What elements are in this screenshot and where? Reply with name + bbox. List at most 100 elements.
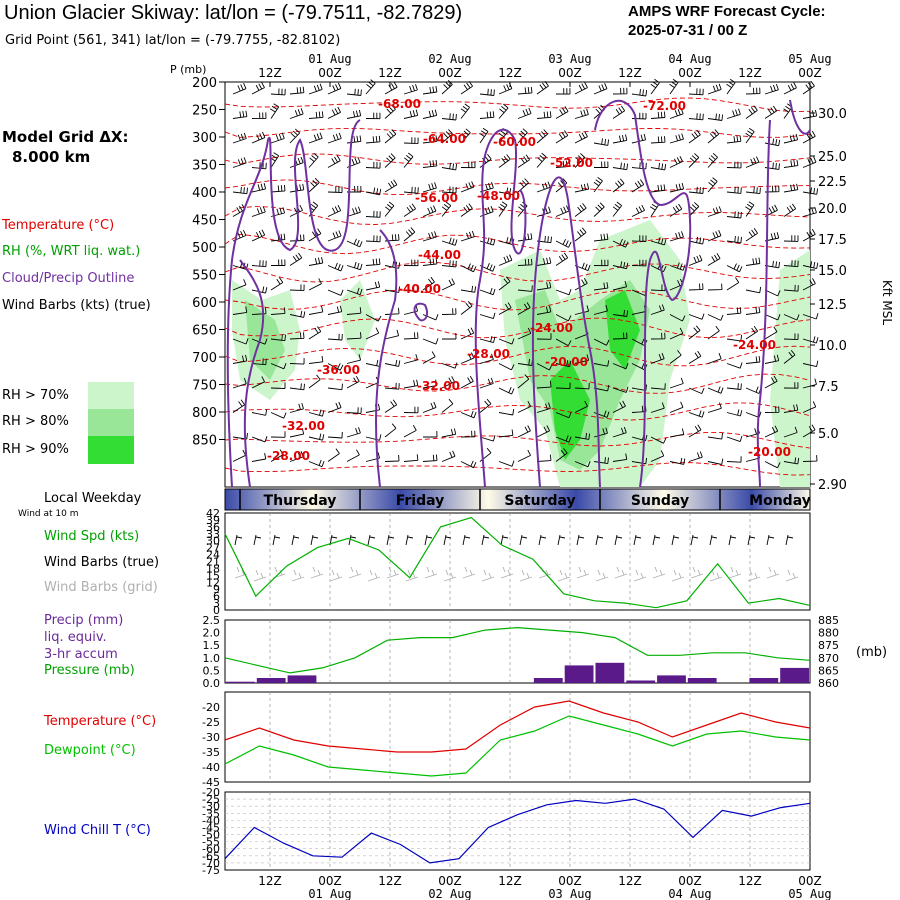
- wind-barb: [460, 203, 473, 217]
- wind-barb: [574, 183, 590, 193]
- wind-barb: [422, 182, 437, 193]
- wind-barb: [479, 398, 492, 413]
- temperature-contour-label: -32.00: [282, 419, 325, 433]
- wind-barb-grid: [253, 569, 267, 582]
- wind-barb-grid: [329, 569, 343, 582]
- wind-barb: [327, 448, 340, 462]
- wind-barb: [631, 162, 647, 170]
- wind-barb: [726, 456, 742, 463]
- wind-barb: [365, 112, 381, 120]
- wind-barb: [308, 152, 319, 168]
- wind-barb: [460, 128, 471, 144]
- temperature-contour-label: -56.00: [415, 191, 458, 205]
- top-date-label: 01 Aug: [308, 52, 351, 66]
- wind-barb: [555, 360, 572, 368]
- precip-bar: [626, 680, 656, 683]
- wind-barb: [707, 83, 722, 95]
- wind-barb: [308, 374, 321, 389]
- wind-y-tick-label: 21: [206, 556, 220, 569]
- wind-barb: [650, 111, 666, 119]
- wind-barb-grid: [386, 566, 400, 579]
- wind-barb: [403, 137, 419, 145]
- wind-barb: [403, 424, 417, 438]
- wind-barb: [498, 409, 515, 416]
- kft-axis-label: Kft MSL: [880, 280, 894, 325]
- wind-barb: [232, 204, 246, 217]
- rh-shading-area: [340, 280, 375, 360]
- wind-barb: [612, 105, 626, 119]
- wind-barb: [707, 253, 721, 266]
- wind-barb: [783, 103, 793, 119]
- wind-barb: [574, 461, 591, 468]
- wind-barb: [802, 360, 819, 368]
- wind-barb: [289, 383, 305, 391]
- wind-barb: [536, 281, 552, 291]
- wind-barb-true: [747, 534, 756, 546]
- chill-y-tick-label: -60: [202, 843, 220, 856]
- chill-y-tick-label: -40: [202, 814, 220, 827]
- wind-barb: [555, 448, 568, 462]
- bottom-hour-label: 00Z: [678, 874, 702, 888]
- precip-y-tick-label: 1.5: [203, 639, 221, 652]
- wind-barb: [612, 178, 625, 193]
- wind-y-tick-label: 3: [213, 597, 220, 610]
- cloud-precip-outline: [474, 128, 527, 488]
- dewpoint-legend: Dewpoint (°C): [44, 743, 136, 758]
- wind-barb: [517, 128, 528, 144]
- wind-barb: [802, 187, 819, 195]
- wind-barb: [612, 238, 629, 248]
- wind-barb: [802, 80, 815, 95]
- precip-bar: [749, 678, 779, 683]
- wind-barb: [251, 82, 265, 95]
- p-tick-label: 250: [192, 104, 217, 119]
- wind-barb: [764, 162, 780, 170]
- wind-barb: [498, 363, 515, 371]
- wind-y-tick-label: 30: [206, 535, 220, 548]
- kft-tick-label: 12.5: [818, 298, 847, 313]
- wind-barb: [479, 111, 495, 119]
- wind-barb-grid: [747, 569, 761, 582]
- wind-barb: [707, 402, 722, 413]
- wind-barb: [726, 435, 743, 443]
- wind-barb: [460, 103, 470, 119]
- wind-barb: [669, 262, 686, 271]
- wind-barb: [555, 178, 568, 193]
- pressure-unit-label: (mb): [856, 645, 888, 660]
- wind-barb: [593, 457, 609, 465]
- windchill-legend: Wind Chill T (°C): [44, 823, 151, 838]
- wind-barb: [555, 252, 569, 266]
- wind-barb: [422, 454, 438, 462]
- wind-barb: [384, 359, 401, 367]
- wind-barb: [764, 314, 781, 321]
- wind-barb: [612, 87, 628, 95]
- wind-barb: [441, 398, 454, 413]
- precip-bar: [256, 678, 286, 683]
- cloud-precip-outline: [239, 259, 265, 488]
- wind-barb: [422, 338, 439, 345]
- wind-barb: [536, 152, 547, 168]
- pressure-line: [224, 626, 811, 674]
- precip-y-tick-label: 1.0: [203, 652, 221, 665]
- wind-barb: [593, 138, 610, 146]
- wind-barb: [707, 314, 724, 321]
- top-hour-label: 00Z: [678, 66, 702, 80]
- wind-barb: [289, 310, 306, 318]
- wind-barb: [422, 314, 439, 321]
- wind-barb: [308, 409, 325, 417]
- wind-barb: [441, 113, 457, 121]
- kft-tick-label: 30.0: [818, 107, 847, 122]
- temperature-contour-label: -44.00: [418, 248, 461, 262]
- wind-barb-true: [690, 534, 699, 546]
- time-axis-labels: 12Z 12Z 00Z 00Z 12Z 12Z 00Z 00Z 12Z 12Z 00Z 00Z 12Z 1…: [258, 52, 831, 900]
- wind-barb: [688, 387, 705, 395]
- wind-barb: [384, 454, 400, 462]
- wind-barb-true: [481, 534, 490, 546]
- wind-barb: [593, 360, 610, 367]
- wind-barb: [650, 436, 667, 444]
- precip-y-tick-label: 2.0: [203, 627, 221, 640]
- wind-barb: [517, 449, 531, 462]
- wind-barb: [669, 231, 684, 242]
- wind-barb: [650, 402, 665, 413]
- temperature-contour-label: -28.00: [267, 449, 310, 463]
- wind-barb: [612, 332, 628, 340]
